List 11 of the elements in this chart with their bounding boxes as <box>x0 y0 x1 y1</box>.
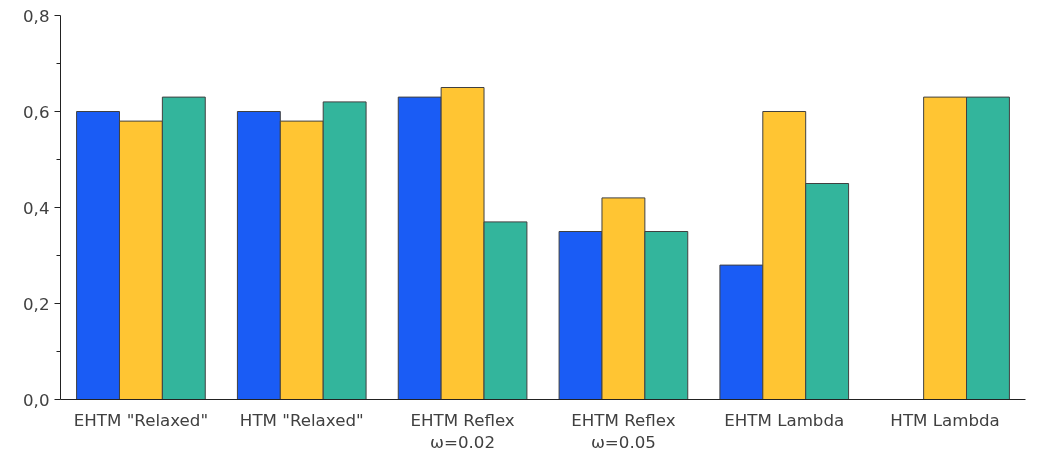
y-tick-label: 0,0 <box>23 390 50 410</box>
y-tick-label: 0,8 <box>23 6 50 26</box>
y-tick-label: 0,6 <box>23 102 50 122</box>
x-tick-label: EHTM Reflex ω=0.02 <box>410 410 515 453</box>
x-tick-label: HTM "Relaxed" <box>239 410 364 430</box>
x-tick-label: EHTM Reflex ω=0.05 <box>571 410 676 453</box>
x-tick-label: HTM Lambda <box>890 410 1000 430</box>
y-tick-label: 0,4 <box>23 198 50 218</box>
y-tick-label: 0,2 <box>23 294 50 314</box>
x-tick-label: EHTM Lambda <box>724 410 845 430</box>
x-tick-label: EHTM "Relaxed" <box>73 410 209 430</box>
